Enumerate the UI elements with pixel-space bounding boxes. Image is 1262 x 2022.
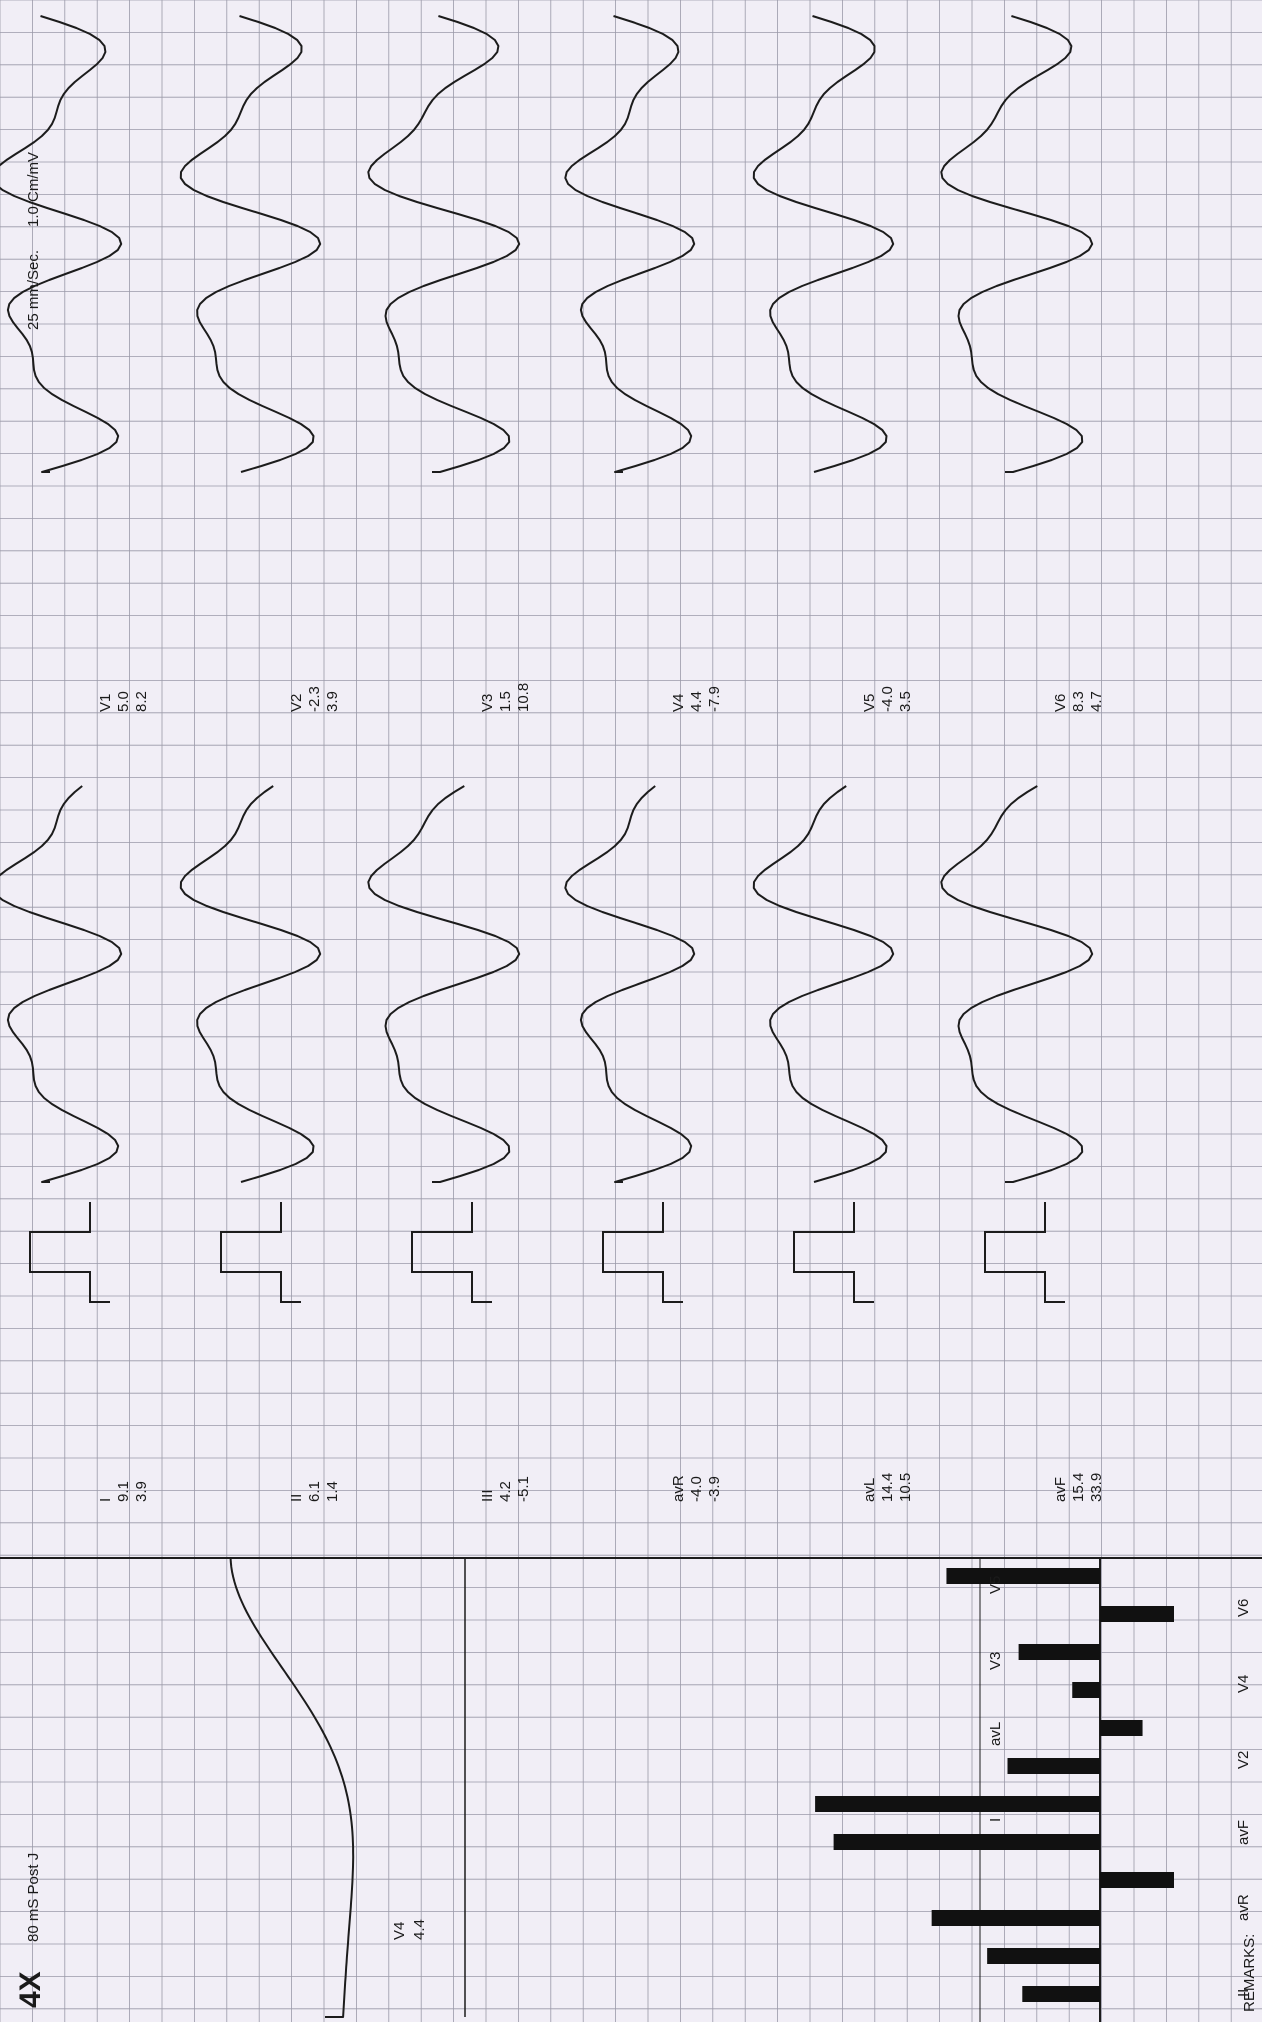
bar-V6 [946,1568,1101,1584]
lead-sts-V6: 4.7 [1088,691,1105,712]
lead-sts-V5: 3.5 [897,691,914,712]
calibration-pulse [602,1202,683,1303]
trace-avF [940,785,1094,1183]
lead-name-avR: avR [670,1475,687,1502]
lead-sts-V2: 3.9 [324,691,341,712]
bar-tick-top: avR [1235,1894,1252,1921]
zoom-lead-value: 4.4 [411,1919,428,1940]
bar-tick-top: II [1235,1989,1252,1997]
bar-tick-bottom: avL [987,1722,1004,1746]
trace-avL [752,785,895,1183]
lead-name-avL: avL [861,1478,878,1502]
bar-V3 [1072,1682,1100,1698]
multiplier-label: 4X [14,1971,47,2008]
bar-tick-bottom: V5 [987,1576,1004,1594]
lead-name-V5: V5 [861,694,878,712]
gain-label: 1.0 Cm/mV [25,152,42,227]
lead-sts-II: 1.4 [324,1481,341,1502]
lead-name-I: I [97,1498,114,1502]
lead-sts-avL: 10.5 [897,1473,914,1502]
trace-III [367,785,521,1183]
lead-stl-V3: 1.5 [497,691,514,712]
rotated-report: 4X 80 mS Post J 25 mm/Sec. 1.0 Cm/mV REM… [0,15,1258,2022]
trace-avR [564,785,696,1183]
lead-name-II: II [288,1494,305,1502]
bar-tick-bottom: I [987,1818,1004,1822]
lead-stl-I: 9.1 [115,1481,132,1502]
lead-sts-avR: -3.9 [706,1476,723,1502]
bar-V2 [1100,1720,1143,1736]
zoom-lead-label: V4 [391,1922,408,1940]
lead-stl-avL: 14.4 [879,1473,896,1502]
lead-name-V3: V3 [479,694,496,712]
lead-stl-avF: 15.4 [1070,1473,1087,1502]
zoom-beat-trace [229,1556,355,2018]
trace-V5 [752,15,895,473]
lead-stl-V6: 8.3 [1070,691,1087,712]
remarks-label: REMARKS: [1241,1934,1258,2012]
calibration-pulse [411,1202,492,1303]
bar-avL [833,1834,1100,1850]
trace-I [0,785,123,1183]
bar-II [987,1948,1101,1964]
lead-name-V1: V1 [97,694,114,712]
lead-stl-avR: -4.0 [688,1476,705,1502]
trace-V3 [367,15,521,473]
bar-tick-bottom: V3 [987,1652,1004,1670]
bar-tick-top: avF [1235,1820,1252,1845]
trace-V2 [179,15,322,473]
trace-V1 [0,15,123,473]
bar-avR [1100,1872,1174,1888]
lead-measurements: I 9.1 3.9 II 6.1 1.4 III 4.2 -5.1 avR -4.0 -3.9 avL 1… [29,683,1105,1502]
lead-sts-III: -5.1 [515,1476,532,1502]
lead-stl-III: 4.2 [497,1481,514,1502]
bar-tick-top: V2 [1235,1751,1252,1769]
lead-sts-V4: -7.9 [706,686,723,712]
lead-name-III: III [479,1489,496,1502]
lead-stl-V4: 4.4 [688,691,705,712]
bar-tick-top: V4 [1235,1675,1252,1693]
lead-stl-II: 6.1 [306,1481,323,1502]
lead-name-V2: V2 [288,694,305,712]
calibration-pulse [29,1202,110,1303]
bar-V5 [1100,1606,1174,1622]
lead-sts-V1: 8.2 [133,691,150,712]
lead-name-avF: avF [1052,1477,1069,1502]
speed-label: 25 mm/Sec. [25,250,42,330]
bar-I [931,1910,1101,1926]
lead-name-V4: V4 [670,694,687,712]
lead-sts-avF: 33.9 [1088,1473,1105,1502]
bar-V1 [1007,1758,1100,1774]
bar-avF [815,1796,1100,1812]
lead-sts-I: 3.9 [133,1481,150,1502]
bar-V4 [1018,1644,1100,1660]
lead-stl-V5: -4.0 [879,686,896,712]
lead-stl-V1: 5.0 [115,691,132,712]
calibration-pulse [220,1202,301,1303]
trace-V4 [564,15,696,473]
calibration-pulse [984,1202,1065,1303]
bar-tick-top: V6 [1235,1599,1252,1617]
window-label: 80 mS Post J [25,1853,42,1942]
trace-V6 [940,15,1094,473]
lead-sts-V3: 10.8 [515,683,532,712]
lead-stl-V2: -2.3 [306,686,323,712]
lead-name-V6: V6 [1052,694,1069,712]
calibration-pulse [793,1202,874,1303]
trace-II [179,785,322,1183]
st-bar-chart [815,1568,1174,2002]
ecg-traces [0,15,1094,1183]
bar-III [1022,1986,1100,2002]
